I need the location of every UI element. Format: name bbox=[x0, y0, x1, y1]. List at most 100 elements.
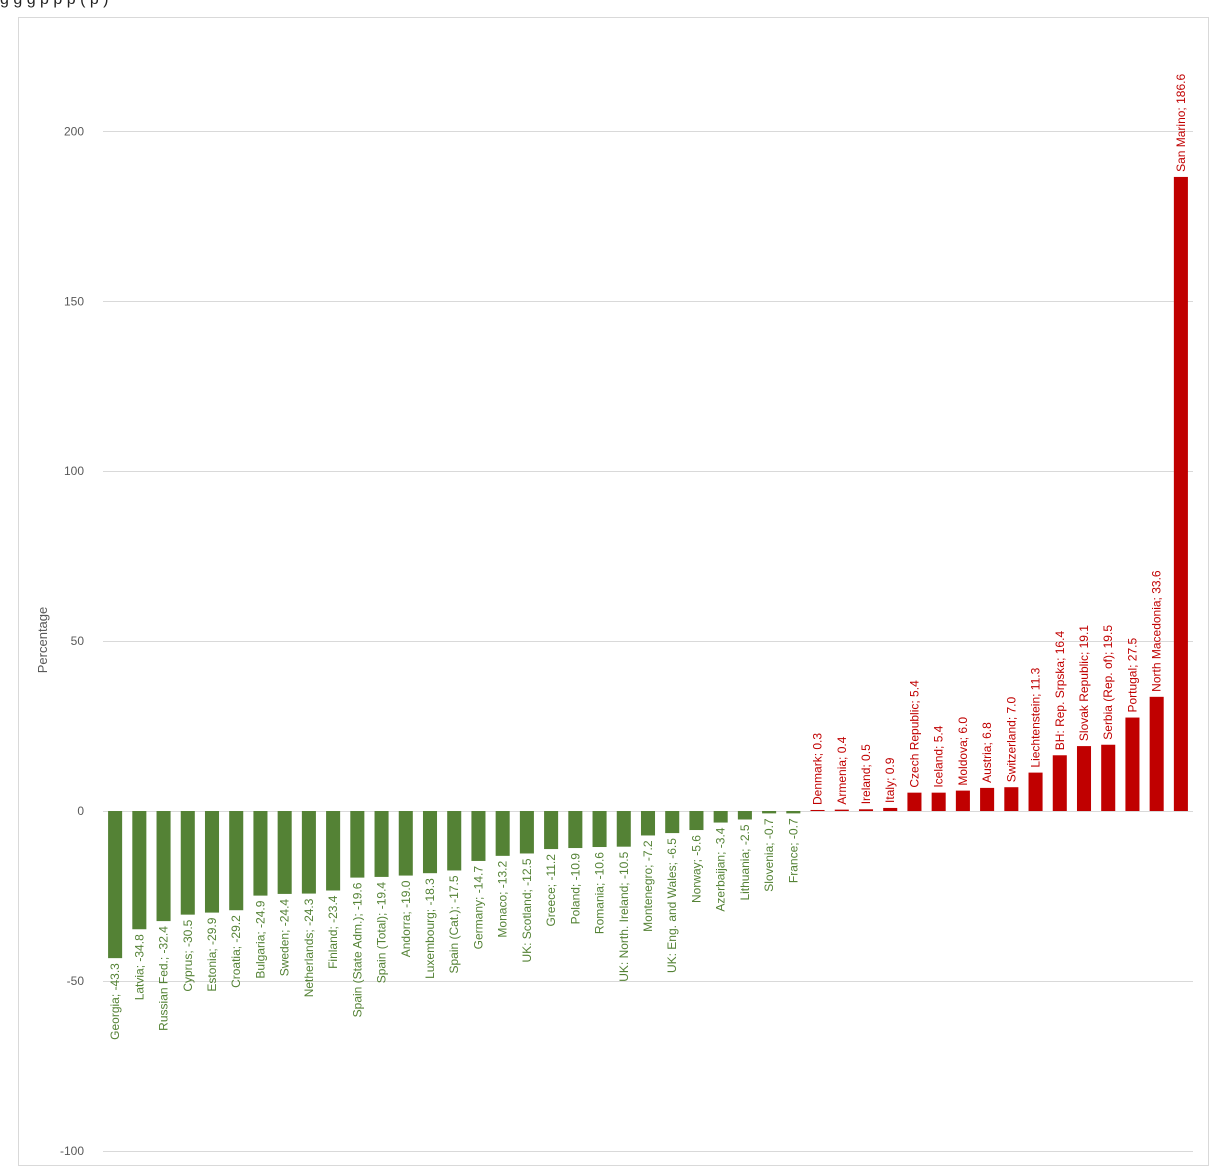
bar-data-label: Armenia; 0.4 bbox=[835, 736, 849, 804]
bar bbox=[253, 811, 268, 896]
bar-data-label: San Marino; 186.6 bbox=[1174, 74, 1188, 172]
y-axis-ticks: -100 -50 0 50 100 150 200 bbox=[60, 124, 84, 1157]
y-tick-label: 50 bbox=[71, 634, 85, 648]
bar bbox=[568, 811, 583, 849]
bar bbox=[301, 811, 316, 894]
bar-data-label: Switzerland; 7.0 bbox=[1004, 697, 1018, 783]
bar-data-label: Ireland; 0.5 bbox=[859, 744, 873, 804]
bar bbox=[495, 811, 510, 856]
bar bbox=[1004, 787, 1019, 811]
bar-data-label: Greece; -11.2 bbox=[544, 854, 558, 927]
bar-data-label: Cyprus; -30.5 bbox=[181, 919, 195, 991]
bar-data-label: Montenegro; -7.2 bbox=[641, 840, 655, 932]
bar-data-label: Portugal; 27.5 bbox=[1125, 638, 1139, 713]
bar-data-label: Serbia (Rep. of); 19.5 bbox=[1101, 625, 1115, 740]
bar bbox=[447, 811, 462, 871]
bar bbox=[132, 811, 147, 930]
bar bbox=[180, 811, 195, 915]
bar-data-label: Italy; 0.9 bbox=[883, 757, 897, 803]
bar bbox=[1173, 176, 1188, 811]
bar bbox=[689, 811, 704, 831]
bar bbox=[713, 811, 728, 823]
bar bbox=[1101, 744, 1116, 811]
bar-data-label: Finland; -23.4 bbox=[326, 895, 340, 969]
data-labels: Georgia; -43.3 Latvia; -34.8 Russian Fed.;… bbox=[108, 74, 1188, 1040]
bar bbox=[907, 792, 922, 811]
y-tick-label: 0 bbox=[77, 804, 84, 818]
bar bbox=[1076, 746, 1092, 811]
bar bbox=[1028, 772, 1043, 811]
y-tick-label: 100 bbox=[64, 464, 84, 478]
bar bbox=[786, 811, 801, 814]
bar-data-label: Denmark; 0.3 bbox=[811, 733, 825, 805]
bar-data-label: France; -0.7 bbox=[786, 818, 800, 883]
bar-data-label: Russian Fed.; -32.4 bbox=[157, 926, 171, 1031]
bar-data-label: Austria; 6.8 bbox=[980, 722, 994, 783]
bar bbox=[665, 811, 680, 834]
bar bbox=[374, 811, 389, 877]
bar bbox=[326, 811, 341, 891]
chart-border bbox=[18, 17, 1209, 1166]
bar-data-label: North Macedonia; 33.6 bbox=[1150, 570, 1164, 692]
bar bbox=[156, 811, 171, 922]
bar-data-label: Luxembourg; -18.3 bbox=[423, 878, 437, 979]
bar bbox=[1125, 717, 1140, 811]
bar-data-label: Slovak Republic; 19.1 bbox=[1077, 625, 1091, 741]
bar bbox=[955, 790, 970, 811]
bar-data-label: Georgia; -43.3 bbox=[108, 963, 122, 1040]
bar-data-label: Iceland; 5.4 bbox=[932, 725, 946, 787]
bar-data-label: UK: Scotland; -12.5 bbox=[520, 858, 534, 962]
bar-data-label: UK: Eng. and Wales; -6.5 bbox=[665, 838, 679, 973]
bar-data-label: Lithuania; -2.5 bbox=[738, 824, 752, 900]
bar-data-label: Bulgaria; -24.9 bbox=[253, 900, 267, 978]
y-tick-label: -100 bbox=[60, 1144, 84, 1158]
bar bbox=[592, 811, 607, 848]
y-tick-label: 200 bbox=[64, 124, 84, 138]
bar-data-label: Estonia; -29.9 bbox=[205, 917, 219, 991]
gridlines bbox=[103, 131, 1193, 1152]
bar-data-label: Andorra; -19.0 bbox=[399, 880, 413, 957]
bar-data-label: Slovenia; -0.7 bbox=[762, 818, 776, 892]
bar bbox=[108, 811, 123, 959]
bar-data-label: Spain (Cat.); -17.5 bbox=[447, 875, 461, 973]
bar bbox=[350, 811, 365, 878]
bar bbox=[519, 811, 534, 854]
bar-data-label: Sweden; -24.4 bbox=[278, 899, 292, 977]
bar bbox=[883, 807, 898, 811]
figure-caption: g g g p p p ( p ) bbox=[0, 0, 109, 9]
bar-data-label: Spain (State Adm.); -19.6 bbox=[350, 882, 364, 1017]
bar bbox=[737, 811, 752, 820]
bars bbox=[108, 176, 1188, 959]
bar-data-label: Spain (Total); -19.4 bbox=[375, 882, 389, 984]
bar bbox=[640, 811, 656, 836]
bar-data-label: Romania; -10.6 bbox=[593, 852, 607, 934]
bar-data-label: Netherlands; -24.3 bbox=[302, 898, 316, 997]
bar bbox=[1052, 755, 1067, 811]
bar-data-label: Germany; -14.7 bbox=[471, 866, 485, 950]
bar bbox=[980, 787, 995, 811]
bar bbox=[471, 811, 486, 861]
bar bbox=[422, 811, 438, 874]
y-tick-label: -50 bbox=[67, 974, 85, 988]
bar-data-label: Czech Republic; 5.4 bbox=[907, 680, 921, 788]
bar-data-label: Croatia; -29.2 bbox=[229, 915, 243, 988]
bar bbox=[834, 809, 849, 811]
y-axis-title: Percentage bbox=[35, 607, 50, 674]
bar bbox=[858, 809, 874, 811]
bar bbox=[544, 811, 559, 850]
bar-data-label: Liechtenstein; 11.3 bbox=[1029, 667, 1043, 767]
bar-data-label: Monaco; -13.2 bbox=[496, 861, 510, 938]
bar bbox=[204, 811, 220, 913]
bar-data-label: Moldova; 6.0 bbox=[956, 717, 970, 786]
bar-data-label: Poland; -10.9 bbox=[568, 853, 582, 925]
bar bbox=[762, 811, 777, 814]
bar bbox=[229, 811, 244, 911]
y-tick-label: 150 bbox=[64, 294, 84, 308]
bar bbox=[810, 809, 825, 811]
bar-data-label: Latvia; -34.8 bbox=[132, 934, 146, 1000]
bar-data-label: Azerbaijan; -3.4 bbox=[714, 827, 728, 911]
bar bbox=[398, 811, 413, 876]
bar bbox=[931, 792, 946, 811]
